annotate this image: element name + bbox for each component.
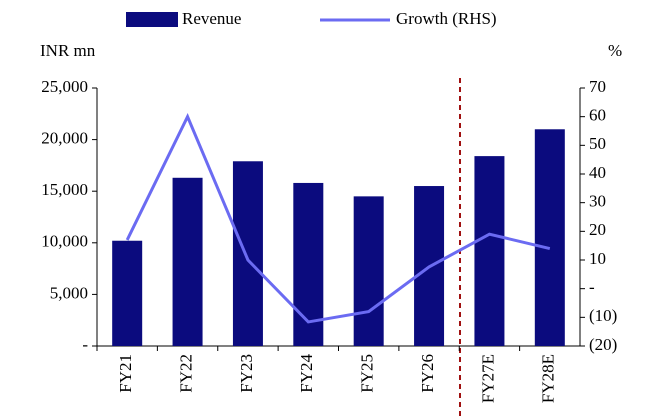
x-tick-label: FY21: [116, 354, 135, 393]
y-tick-label: 20,000: [41, 129, 88, 148]
bar: [172, 177, 203, 346]
line: [125, 113, 551, 324]
y2-tick-label: 30: [589, 192, 606, 211]
y-tick-label: 5,000: [50, 283, 88, 302]
y-tick-label: -: [82, 335, 88, 354]
y-tick-label: 10,000: [41, 232, 88, 251]
x-tick-label: FY23: [237, 354, 256, 393]
x-tick-label: FY24: [297, 354, 316, 393]
y2-tick-label: 40: [589, 163, 606, 182]
bar: [112, 240, 143, 346]
y-axis-label: INR mn: [40, 41, 96, 60]
y2-tick-label: 20: [589, 220, 606, 239]
y2-tick-label: 50: [589, 134, 606, 153]
y2-tick-label: -: [589, 278, 595, 297]
y-tick-label: 25,000: [41, 77, 88, 96]
legend-swatch: [126, 12, 178, 27]
x-tick-label: FY27E: [478, 354, 497, 403]
y2-tick-label: 10: [589, 249, 606, 268]
x-tick-label: FY25: [358, 354, 377, 393]
legend-label: Growth (RHS): [396, 9, 497, 28]
x-tick-label: FY22: [176, 354, 195, 393]
y2-tick-label: 60: [589, 106, 606, 125]
bar: [353, 196, 384, 346]
legend-label: Revenue: [182, 9, 241, 28]
bar: [534, 129, 565, 346]
x-tick-label: FY28E: [539, 354, 558, 403]
y2-tick-label: (10): [589, 306, 617, 325]
bar: [474, 156, 505, 346]
y2-tick-label: (20): [589, 335, 617, 354]
x-tick-label: FY26: [418, 354, 437, 393]
y-tick-label: 15,000: [41, 180, 88, 199]
y2-tick-label: 70: [589, 77, 606, 96]
y2-axis-label: %: [608, 41, 622, 60]
bar: [232, 161, 263, 346]
